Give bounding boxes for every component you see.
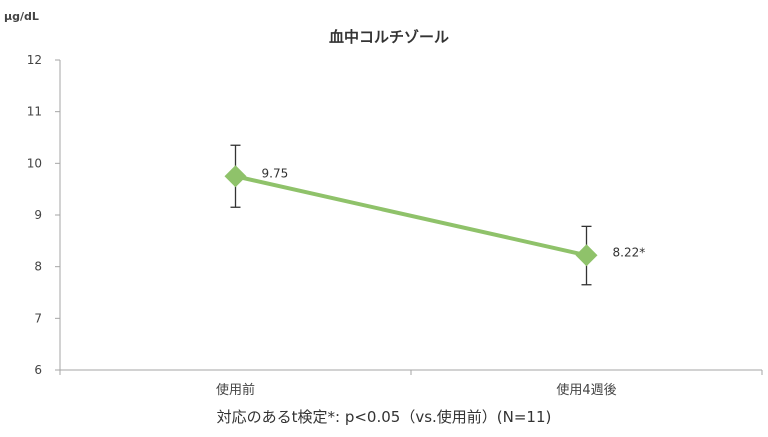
series-line — [233, 174, 589, 258]
y-tick-label: 10 — [27, 156, 42, 170]
y-tick-label: 7 — [34, 311, 42, 325]
data-label: 9.75 — [262, 166, 289, 180]
y-tick-label: 9 — [34, 208, 42, 222]
data-point-marker — [575, 244, 598, 267]
y-tick-label: 6 — [34, 363, 42, 377]
data-point-marker — [224, 165, 247, 188]
data-label: 8.22* — [613, 245, 646, 259]
y-axis-unit-label: μg/dL — [4, 10, 39, 23]
chart-title: 血中コルチゾール — [328, 28, 449, 46]
y-tick-label: 11 — [27, 105, 42, 119]
x-category-label: 使用4週後 — [556, 382, 616, 398]
y-tick-label: 12 — [27, 53, 42, 67]
chart-footnote: 対応のあるt検定*: p<0.05（vs.使用前）(N=11) — [216, 408, 552, 426]
x-category-label: 使用前 — [216, 382, 255, 398]
y-tick-label: 8 — [34, 260, 42, 274]
